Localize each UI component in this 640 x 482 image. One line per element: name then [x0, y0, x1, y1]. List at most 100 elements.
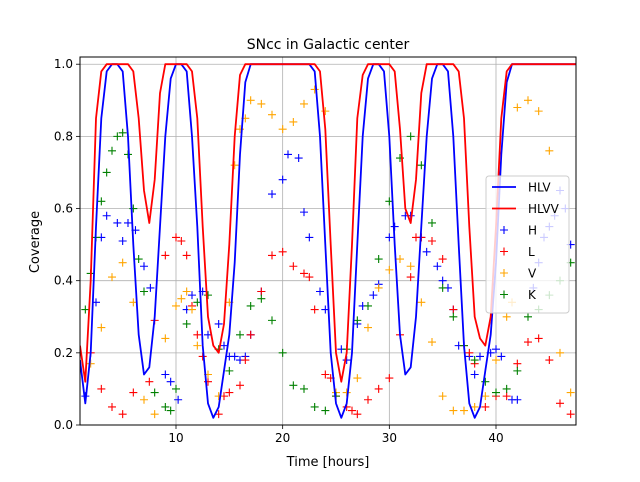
data-point-h [385, 233, 394, 242]
data-point-k [513, 366, 522, 375]
data-point-h [433, 262, 442, 271]
data-point-k [438, 283, 447, 292]
data-point-l [145, 377, 154, 386]
data-point-v [406, 262, 415, 271]
data-point-k [225, 366, 234, 375]
data-point-k [102, 168, 111, 177]
legend-swatch [500, 269, 508, 277]
legend-label: K [528, 288, 537, 302]
y-tick-label: 0.2 [54, 346, 73, 360]
data-point-l [310, 305, 319, 314]
data-point-h [316, 287, 324, 296]
data-point-h [140, 262, 148, 271]
y-tick-label: 0.6 [54, 202, 73, 216]
data-point-h [300, 208, 308, 217]
data-point-h [161, 370, 170, 379]
data-point-h [497, 352, 506, 361]
data-point-v [278, 125, 287, 134]
data-point-h [220, 341, 228, 350]
data-point-v [502, 312, 511, 321]
data-point-v [246, 96, 255, 105]
data-point-k [300, 384, 308, 393]
data-point-l [193, 330, 202, 339]
data-point-l [545, 356, 554, 365]
data-point-l [246, 330, 255, 339]
data-point-l [278, 247, 287, 256]
data-point-k [406, 132, 415, 141]
data-point-v [481, 392, 490, 401]
data-point-l [225, 388, 234, 397]
data-point-v [97, 323, 106, 332]
data-point-h [438, 276, 447, 285]
data-point-v [353, 374, 362, 383]
data-point-k [113, 132, 122, 141]
data-point-v [396, 255, 404, 264]
data-point-v [385, 265, 394, 274]
data-point-l [406, 273, 415, 282]
data-point-l [502, 392, 511, 401]
data-point-h [124, 218, 132, 227]
legend-swatch [500, 247, 508, 256]
data-point-k [524, 312, 532, 321]
legend-label: HLVV [528, 202, 560, 216]
legend-item-h: H [500, 224, 537, 238]
data-point-k [134, 255, 143, 264]
data-point-v [449, 406, 458, 415]
data-point-l [353, 410, 362, 419]
series-hlvv [80, 63, 576, 383]
data-point-h [284, 150, 292, 159]
legend-item-k: K [500, 288, 537, 302]
series-line-hlv [80, 63, 576, 419]
data-point-v [257, 99, 266, 108]
data-point-h [188, 291, 196, 300]
data-point-v [193, 341, 202, 350]
data-point-h [476, 352, 484, 361]
data-point-h [102, 211, 111, 220]
data-point-k [374, 255, 383, 264]
data-point-l [289, 262, 298, 271]
data-point-v [289, 117, 298, 126]
y-tick-label: 0.8 [54, 129, 73, 143]
data-point-l [556, 399, 564, 408]
legend-swatch [500, 226, 508, 234]
data-point-k [118, 128, 127, 137]
data-point-v [161, 334, 170, 343]
data-point-h [113, 218, 122, 227]
data-point-h [230, 352, 239, 361]
data-point-v [268, 110, 276, 119]
data-point-l [524, 338, 532, 347]
data-point-h [118, 237, 127, 245]
data-point-k [150, 388, 159, 397]
data-point-k [364, 301, 372, 310]
data-point-h [174, 395, 183, 404]
data-point-k [268, 316, 276, 325]
data-point-v [513, 103, 522, 112]
data-point-v [172, 301, 180, 310]
legend-item-hlv: HLV [492, 181, 551, 195]
data-point-l [268, 251, 276, 260]
data-point-h [278, 175, 287, 184]
data-point-k [353, 316, 362, 325]
data-point-v [182, 287, 191, 296]
data-point-h [513, 395, 522, 404]
data-point-h [268, 190, 276, 199]
data-point-l [305, 273, 314, 282]
data-point-h [422, 247, 431, 256]
x-axis-label: Time [hours] [286, 455, 370, 470]
data-point-k [278, 348, 287, 357]
chart-title: SNcc in Galactic center [247, 37, 410, 53]
data-point-v [566, 388, 575, 397]
data-point-k [108, 146, 116, 155]
data-point-v [364, 323, 372, 332]
data-point-v [150, 410, 159, 419]
data-point-k [417, 161, 426, 170]
x-tick-label: 10 [168, 431, 183, 445]
data-point-v [534, 107, 543, 116]
data-point-h [492, 345, 500, 354]
data-point-l [465, 348, 474, 357]
plot-frame [79, 56, 577, 426]
data-point-k [236, 330, 244, 339]
data-point-v [438, 392, 447, 401]
